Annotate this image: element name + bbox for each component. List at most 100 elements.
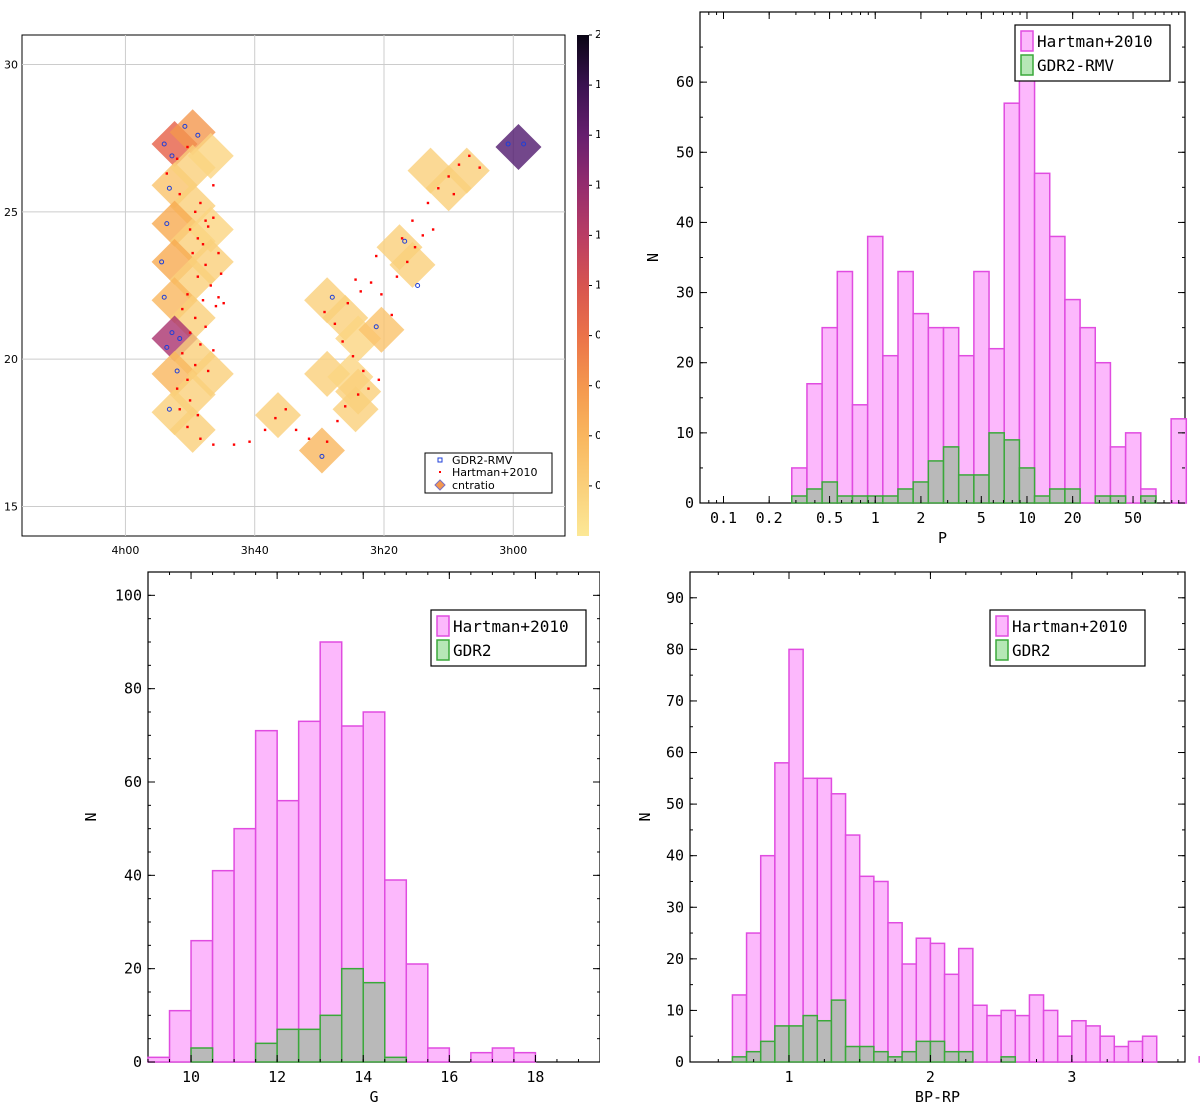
hartman-point: [294, 428, 298, 432]
colorbar-tick-label: 0.4: [595, 429, 600, 442]
legend-label: cntratio: [452, 479, 495, 492]
gdr2-bar: [988, 432, 1005, 504]
hartman-bar: [986, 1014, 1002, 1063]
hartman-bar: [297, 720, 321, 1063]
hartman-bar: [1064, 298, 1081, 504]
hartman-point: [212, 349, 215, 352]
hartman-bar: [882, 354, 899, 504]
hartman-point: [212, 443, 215, 446]
y-tick-label: 100: [115, 586, 142, 604]
gdr2-bar: [254, 1042, 278, 1063]
hartman-bar: [319, 641, 343, 1063]
y-tick-label: 10: [666, 1001, 684, 1019]
hartman-bar: [972, 1004, 988, 1063]
hartman-bar: [211, 869, 235, 1063]
y-tick-label: 20: [124, 960, 142, 978]
gdr2-bar: [1033, 495, 1051, 504]
gdr2-bar: [836, 495, 854, 504]
gdr2-bar: [844, 1045, 861, 1063]
hartman-point: [178, 192, 181, 196]
hartman-point: [344, 405, 347, 408]
y-tick-label: 50: [676, 143, 694, 161]
legend-box: [989, 609, 1146, 667]
y-tick-label: 80: [666, 640, 684, 658]
cntratio-tile: [298, 427, 345, 474]
hartman-point: [367, 387, 370, 390]
gdr2-legend-marker: [437, 457, 443, 463]
y-axis-label: N: [82, 812, 100, 821]
hartman-legend-swatch: [436, 615, 450, 637]
hartman-legend-swatch: [1020, 30, 1034, 52]
y-tick-label: 90: [666, 589, 684, 607]
hartman-point: [232, 443, 236, 446]
gdr2-point: [161, 141, 167, 147]
hartman-point: [204, 325, 207, 328]
y-tick-label: 60: [666, 744, 684, 762]
hartman-point: [181, 352, 184, 355]
hartman-bar: [1141, 1035, 1158, 1063]
legend-label: GDR2-RMV: [1037, 56, 1114, 75]
gdr2-point: [373, 324, 379, 330]
hartman-point: [421, 234, 424, 237]
hartman-point: [390, 313, 393, 317]
x-tick-label: 1: [871, 509, 880, 527]
y-tick-label: 40: [124, 866, 142, 884]
hartman-bar: [168, 1009, 192, 1063]
hartman-point: [380, 293, 383, 296]
y-tick-label: 25: [4, 206, 18, 219]
y-axis-label: N: [636, 812, 654, 821]
colorbar-tick-label: 2.0: [595, 28, 600, 41]
hartman-bar: [851, 404, 869, 504]
hartman-bar: [233, 827, 257, 1063]
y-tick-label: 20: [666, 950, 684, 968]
gdr2-point: [329, 294, 335, 300]
hartman-point: [468, 154, 471, 158]
gdr2-bar: [957, 474, 975, 504]
hartman-bar: [470, 1051, 494, 1063]
y-tick-label: 80: [124, 680, 142, 698]
cntratio-tile: [389, 241, 436, 288]
x-tick-label: 18: [526, 1068, 544, 1086]
hartman-bar: [1124, 432, 1142, 504]
x-tick-label: 5: [977, 509, 986, 527]
cntratio-tile: [443, 147, 490, 194]
y-tick-label: 10: [676, 424, 694, 442]
gdr2-point: [174, 368, 180, 374]
hartman-bar: [866, 235, 884, 504]
gdr2-bar: [190, 1047, 214, 1063]
gdr2-bar: [882, 495, 899, 504]
hartman-bar: [1085, 1025, 1101, 1063]
cntratio-tile: [187, 206, 234, 253]
gdr2-point: [521, 141, 527, 147]
hartman-point: [354, 278, 357, 281]
hartman-bar: [806, 383, 823, 504]
hartman-point: [346, 301, 349, 305]
hartman-point: [426, 201, 430, 205]
gdr2-bar: [816, 1019, 833, 1063]
hartman-bar: [1079, 326, 1097, 504]
hartman-point: [437, 187, 440, 190]
x-tick-label: 2: [916, 509, 925, 527]
gdr2-bar: [774, 1025, 790, 1063]
hartman-point: [369, 281, 373, 284]
colorbar-tick-label: 1.8: [595, 78, 600, 91]
hartman-bar: [745, 932, 762, 1063]
hartman-bar: [384, 879, 408, 1063]
hartman-point: [395, 275, 399, 278]
hartman-point: [406, 260, 409, 264]
gdr2-bar: [384, 1056, 408, 1063]
gdr2-point: [164, 344, 170, 350]
gdr2-bar: [759, 1040, 776, 1063]
hartman-bar: [1018, 32, 1036, 504]
hartman-point: [478, 166, 481, 169]
hartman-bar: [901, 963, 918, 1063]
hartman-point: [274, 416, 277, 420]
x-tick-label: 3: [1067, 1068, 1076, 1086]
hartman-bar: [887, 921, 903, 1063]
legend-label: Hartman+2010: [453, 617, 569, 636]
y-tick-label: 0: [133, 1053, 142, 1071]
color-histogram-chart: 1 2 30102030405060708090BP-RPNHartman+2010…: [636, 571, 1200, 1106]
x-axis-label: P: [938, 529, 947, 547]
gdr2-point: [169, 330, 175, 336]
hartman-point: [191, 251, 194, 255]
